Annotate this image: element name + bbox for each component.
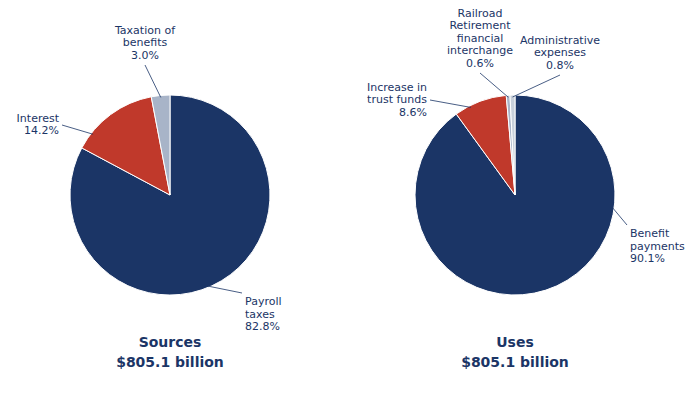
slice-label: RailroadRetirementfinancialinterchange	[447, 7, 513, 58]
leader-line	[480, 73, 508, 97]
slice-value-label: 0.8%	[546, 59, 574, 72]
slice-value-label: 82.8%	[245, 320, 280, 333]
pie-slice	[510, 95, 515, 195]
leader-line	[513, 75, 560, 97]
pie-subtitle: $805.1 billion	[116, 354, 224, 370]
pie-title: Uses	[496, 334, 534, 350]
leader-line	[430, 100, 471, 107]
slice-value-label: 3.0%	[131, 49, 159, 62]
pie-slice	[151, 95, 170, 195]
slice-value-label: 14.2%	[24, 124, 59, 137]
slice-label: Administrativeexpenses	[520, 34, 600, 60]
pie-slice	[456, 95, 515, 195]
slice-label: Taxation ofbenefits	[114, 24, 176, 50]
chart-svg: Payrolltaxes82.8% Interest14.2% Taxation o…	[0, 0, 700, 413]
pie-1: Benefitpayments90.1% Increase intrust fun…	[367, 7, 685, 370]
pie-slice	[506, 95, 515, 195]
slice-value-label: 0.6%	[466, 57, 494, 70]
pie-title: Sources	[139, 334, 202, 350]
pie-slice	[415, 95, 615, 295]
slice-value-label: 90.1%	[630, 252, 665, 265]
slice-label: Increase intrust funds	[367, 81, 427, 107]
leader-line	[62, 125, 93, 134]
chart-root: Payrolltaxes82.8% Interest14.2% Taxation o…	[0, 0, 700, 413]
pie-0: Payrolltaxes82.8% Interest14.2% Taxation o…	[17, 24, 282, 370]
pie-slice	[70, 95, 270, 295]
leader-line	[207, 286, 242, 293]
slice-value-label: 8.6%	[399, 106, 427, 119]
leader-line	[145, 65, 161, 97]
slice-label: Benefitpayments	[630, 227, 685, 253]
slice-label: Interest	[17, 112, 60, 125]
pie-subtitle: $805.1 billion	[461, 354, 569, 370]
slice-label: Payrolltaxes	[245, 295, 282, 321]
leader-line	[612, 207, 627, 225]
